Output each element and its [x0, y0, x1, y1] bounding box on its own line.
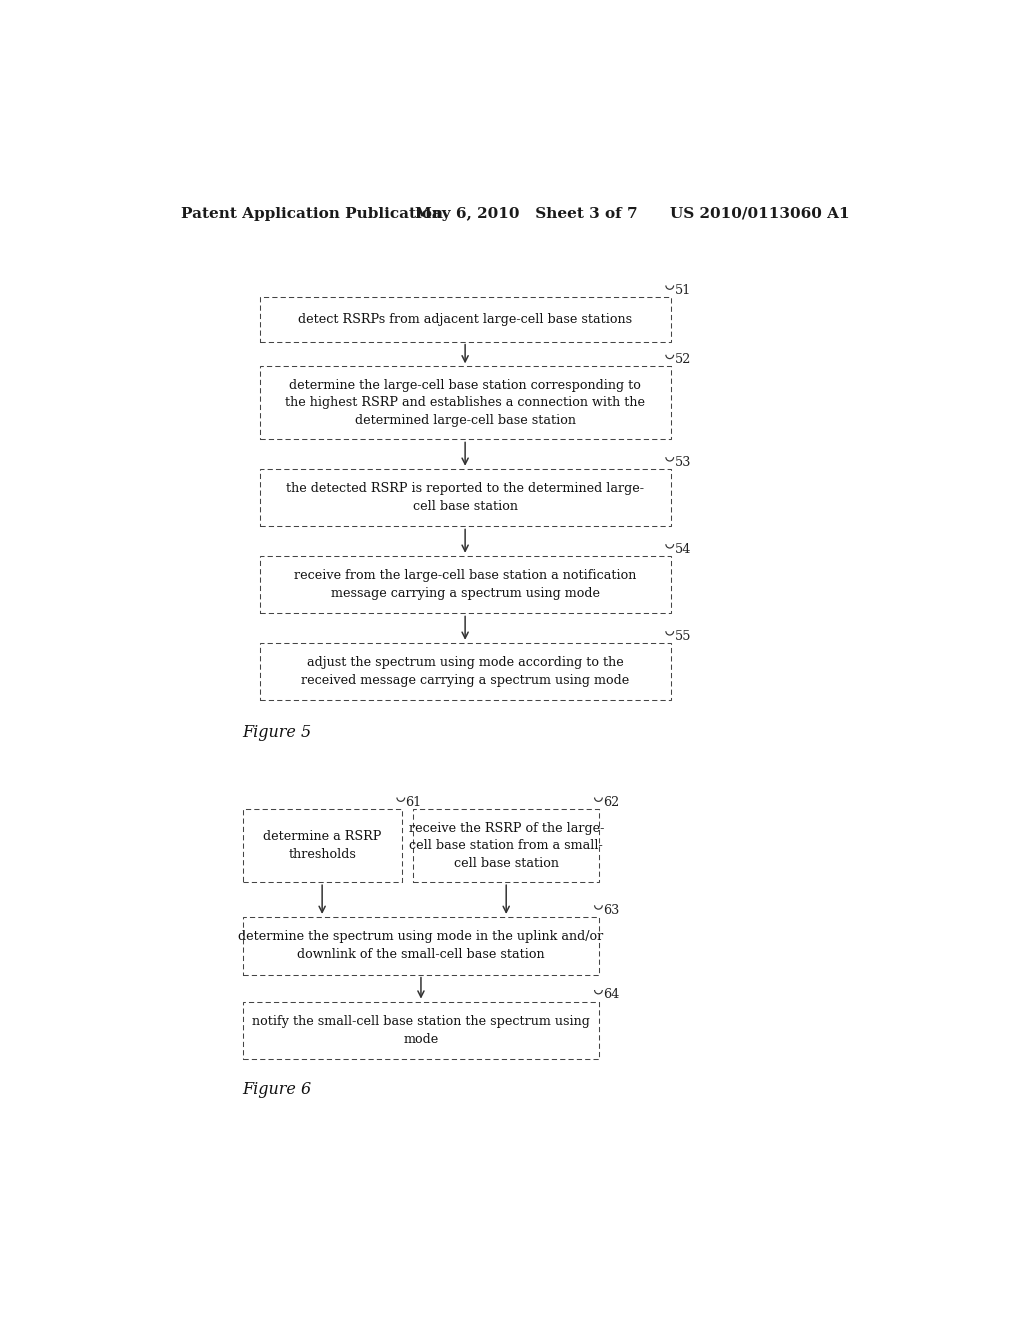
Bar: [260, 297, 671, 342]
Text: adjust the spectrum using mode according to the
received message carrying a spec: adjust the spectrum using mode according…: [301, 656, 630, 686]
Text: notify the small-cell base station the spectrum using
mode: notify the small-cell base station the s…: [252, 1015, 590, 1045]
Bar: [243, 809, 401, 882]
Text: 51: 51: [675, 284, 690, 297]
Text: May 6, 2010   Sheet 3 of 7: May 6, 2010 Sheet 3 of 7: [415, 207, 637, 220]
Text: 64: 64: [603, 989, 620, 1002]
Text: 61: 61: [406, 796, 422, 809]
Text: 55: 55: [675, 630, 691, 643]
Text: 63: 63: [603, 904, 620, 917]
Text: Figure 6: Figure 6: [243, 1081, 312, 1098]
Text: 52: 52: [675, 354, 691, 366]
Text: determine the spectrum using mode in the uplink and/or
downlink of the small-cel: determine the spectrum using mode in the…: [239, 931, 603, 961]
Text: determine the large-cell base station corresponding to
the highest RSRP and esta: determine the large-cell base station co…: [285, 379, 645, 426]
Text: the detected RSRP is reported to the determined large-
cell base station: the detected RSRP is reported to the det…: [286, 482, 644, 513]
Bar: [260, 643, 671, 701]
Text: 53: 53: [675, 455, 691, 469]
Text: receive the RSRP of the large-
cell base station from a small-
cell base station: receive the RSRP of the large- cell base…: [409, 821, 604, 870]
Bar: [243, 1002, 599, 1059]
Text: 54: 54: [675, 543, 691, 556]
Text: detect RSRPs from adjacent large-cell base stations: detect RSRPs from adjacent large-cell ba…: [298, 313, 632, 326]
Bar: [260, 556, 671, 614]
Bar: [260, 469, 671, 527]
Bar: [260, 367, 671, 440]
Bar: [243, 917, 599, 974]
Text: 62: 62: [603, 796, 620, 809]
Text: Patent Application Publication: Patent Application Publication: [180, 207, 442, 220]
Text: Figure 5: Figure 5: [243, 723, 312, 741]
Bar: [414, 809, 599, 882]
Text: receive from the large-cell base station a notification
message carrying a spect: receive from the large-cell base station…: [294, 569, 636, 599]
Text: US 2010/0113060 A1: US 2010/0113060 A1: [671, 207, 850, 220]
Text: determine a RSRP
thresholds: determine a RSRP thresholds: [263, 830, 381, 861]
